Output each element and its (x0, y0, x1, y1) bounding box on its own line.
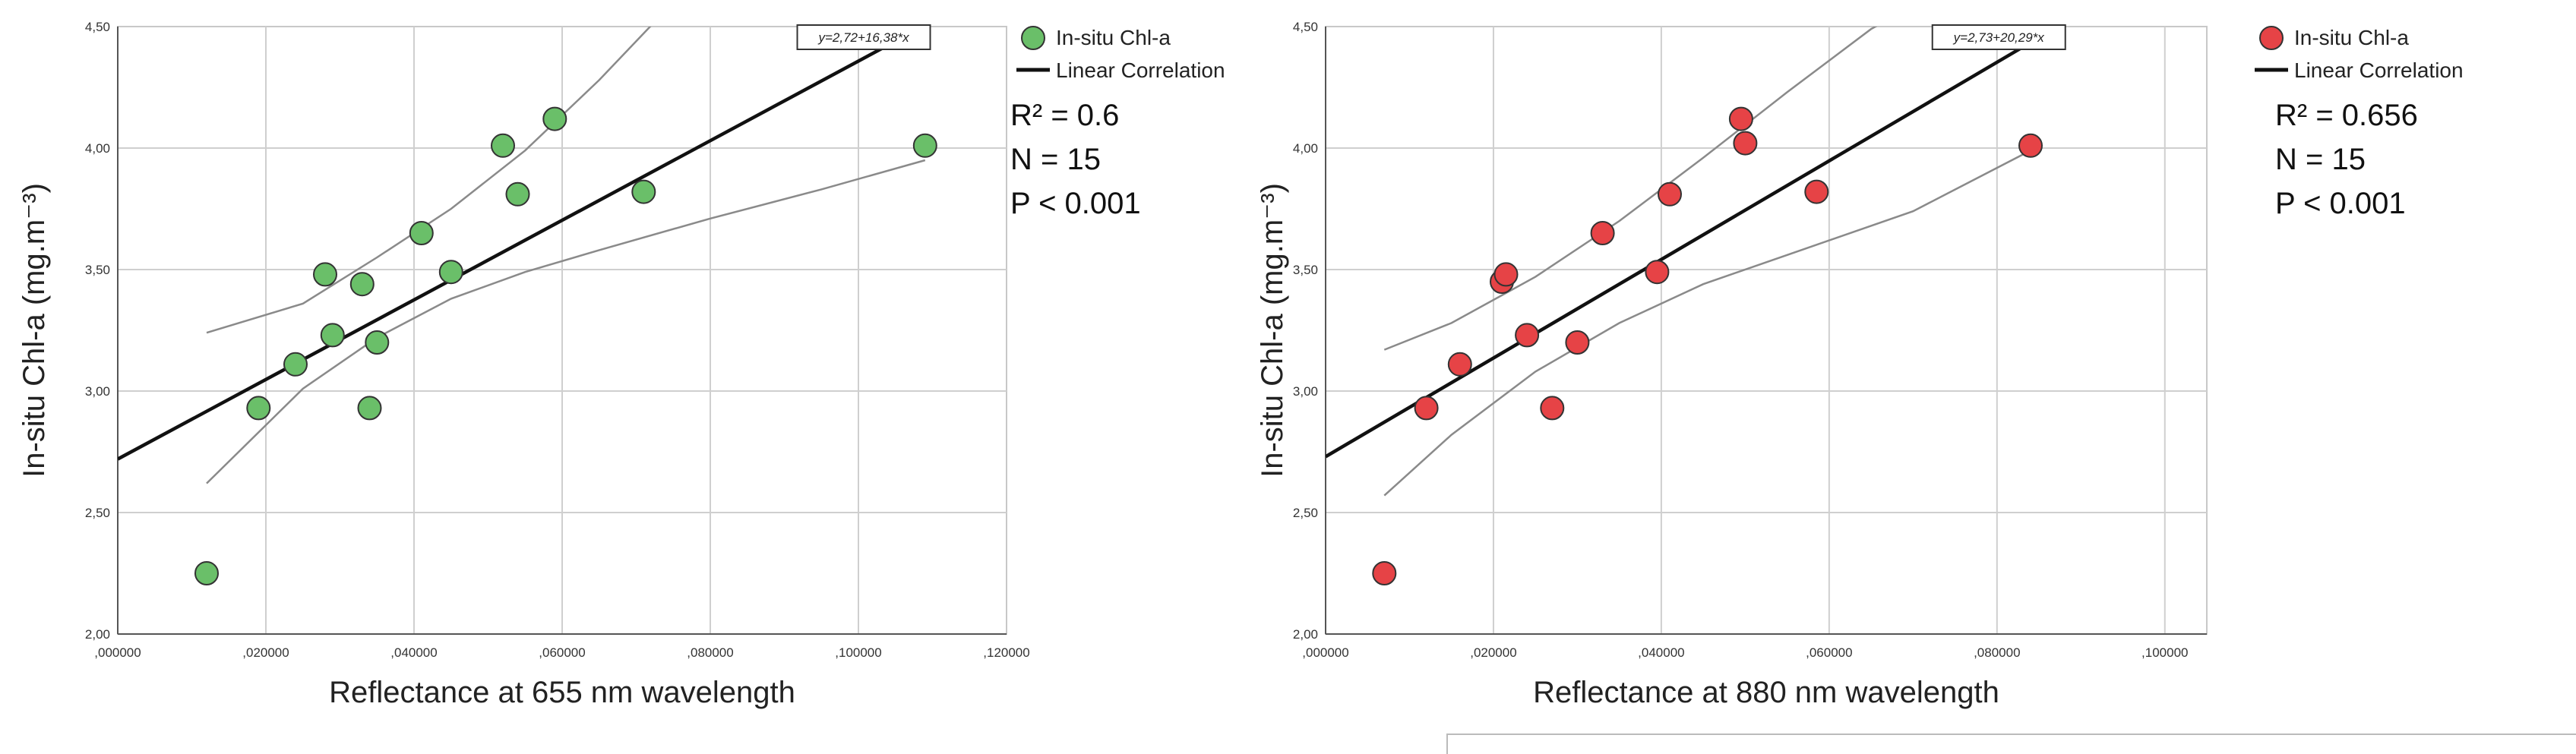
y-tick-label: 2,50 (85, 506, 110, 520)
x-tick-label: ,040000 (390, 645, 437, 660)
legend-point-marker (1021, 26, 1045, 50)
x-tick-label: ,020000 (242, 645, 289, 660)
data-point (1804, 179, 1829, 204)
equation-box (796, 24, 931, 50)
regression-line (118, 27, 924, 461)
x-tick-label: ,060000 (539, 645, 585, 660)
data-point (505, 181, 530, 207)
data-point (349, 272, 375, 297)
data-point (283, 352, 308, 377)
y-tick-label: 2,50 (1293, 506, 1318, 520)
data-point (1372, 561, 1397, 585)
data-point (313, 262, 337, 287)
x-tick-label: ,000000 (94, 645, 141, 660)
data-point (194, 561, 219, 585)
y-tick-label: 4,50 (1293, 20, 1318, 34)
legend-point-marker (2259, 26, 2284, 50)
data-point (1645, 260, 1670, 285)
x-axis-title: Reflectance at 655 nm wavelength (329, 676, 795, 709)
data-point (1565, 330, 1590, 355)
chart-2: ,000000 ,020000 ,040000 ,060000 ,080000 ,1000… (1256, 20, 2464, 709)
data-point (912, 133, 937, 158)
legend-line-label: Linear Correlation (1056, 58, 1225, 82)
legend-points-label: In-situ Chl-a (2294, 26, 2409, 49)
chart-1: ,000000 ,020000 ,040000 ,060000 ,080000 ,1000… (17, 20, 1225, 709)
x-tick-label: ,000000 (1302, 645, 1348, 660)
y-axis-title: In-situ Chl-a (mg.m⁻³) (1256, 183, 1289, 478)
data-point (357, 396, 382, 421)
y-tick-label: 2,00 (1293, 627, 1318, 642)
data-point (320, 323, 345, 348)
y-tick-label: 4,50 (85, 20, 110, 34)
data-point (1590, 221, 1615, 245)
data-point (1728, 106, 1753, 131)
x-tick-label: ,020000 (1470, 645, 1516, 660)
equation-label: y=2,72+16,38*x (817, 30, 909, 45)
plot-area (1325, 26, 2208, 635)
regression-line (1326, 27, 2059, 459)
y-tick-label: 3,00 (85, 384, 110, 399)
panel-border (1446, 733, 2576, 754)
data-point (631, 179, 656, 204)
data-point (542, 106, 567, 131)
y-tick-label: 2,00 (85, 627, 110, 642)
equation-box (1931, 24, 2066, 50)
data-point (246, 396, 271, 421)
data-point (1414, 396, 1439, 421)
data-point (1447, 352, 1472, 377)
stat-p: P < 0.001 (1010, 187, 1141, 220)
data-point (409, 221, 434, 245)
stat-r2: R² = 0.6 (1010, 99, 1119, 132)
y-tick-label: 3,50 (1293, 263, 1318, 277)
data-point (1733, 131, 1758, 156)
x-tick-label: ,100000 (835, 645, 881, 660)
data-point (1540, 396, 1565, 421)
y-tick-label: 3,50 (85, 263, 110, 277)
x-tick-label: ,080000 (1974, 645, 2020, 660)
x-tick-label: ,040000 (1638, 645, 1684, 660)
equation-label: y=2,73+20,29*x (1953, 30, 2045, 45)
y-tick-label: 4,00 (1293, 141, 1318, 156)
data-point (365, 330, 390, 355)
x-tick-label: ,120000 (983, 645, 1029, 660)
data-point (1493, 262, 1519, 287)
data-point (2018, 133, 2043, 158)
legend-line-label: Linear Correlation (2294, 58, 2464, 82)
y-axis-title: In-situ Chl-a (mg.m⁻³) (17, 183, 51, 478)
stat-r2: R² = 0.656 (2275, 99, 2418, 132)
x-axis-title: Reflectance at 880 nm wavelength (1533, 676, 1999, 709)
stat-n: N = 15 (1010, 143, 1101, 176)
x-tick-label: ,080000 (687, 645, 733, 660)
legend-points-label: In-situ Chl-a (1056, 26, 1171, 49)
stat-p: P < 0.001 (2275, 187, 2406, 220)
ci-lower-line (1383, 150, 2031, 497)
y-tick-label: 4,00 (85, 141, 110, 156)
data-point (438, 260, 463, 285)
ci-upper-line (206, 27, 652, 334)
x-tick-label: ,100000 (2141, 645, 2188, 660)
x-tick-label: ,060000 (1806, 645, 1852, 660)
data-point (1658, 181, 1682, 207)
data-point (1515, 323, 1540, 348)
ci-lower-line (206, 159, 926, 484)
stat-n: N = 15 (2275, 143, 2366, 176)
data-point (491, 133, 515, 158)
y-tick-label: 3,00 (1293, 384, 1318, 399)
